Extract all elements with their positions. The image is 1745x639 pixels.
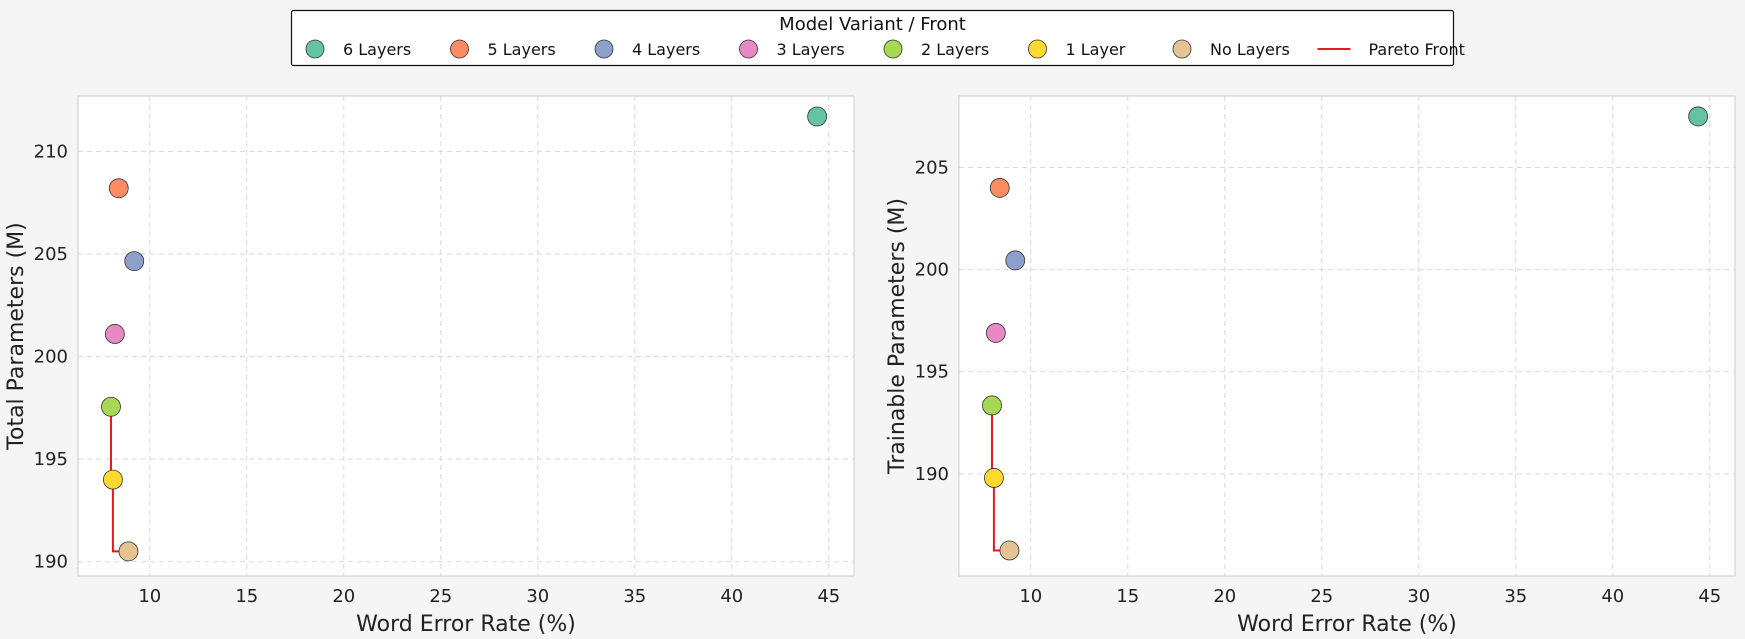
- x-tick-label: 45: [817, 586, 840, 607]
- legend-marker: [883, 39, 903, 59]
- scatter-point: [984, 468, 1004, 488]
- legend-items: 6 Layers 5 Layers 4 Layers 3 Layers 2 Layers…: [305, 39, 1465, 59]
- legend-title: Model Variant / Front: [779, 14, 966, 35]
- scatter-point: [982, 395, 1002, 416]
- x-tick-label: 10: [138, 586, 161, 607]
- y-tick-label: 190: [915, 464, 949, 485]
- legend-label: 1 Layer: [1066, 40, 1126, 59]
- legend-box: [290, 9, 1455, 67]
- y-tick-label: 195: [915, 362, 949, 383]
- trainable-params-panel: 10 15 20 25 30 35 40 45 190 195 200 205 Word Error R…: [885, 95, 1736, 637]
- plot-area: [959, 96, 1735, 576]
- legend-label: 6 Layers: [343, 40, 411, 59]
- scatter-point: [1005, 250, 1026, 271]
- legend-label: 5 Layers: [488, 40, 556, 59]
- legend-label: No Layers: [1210, 40, 1290, 59]
- x-axis-label: Word Error Rate (%): [1237, 612, 1457, 637]
- x-tick-label: 25: [1310, 586, 1333, 607]
- x-tick-label: 40: [1601, 586, 1624, 607]
- x-axis-label: Word Error Rate (%): [356, 612, 576, 637]
- y-tick-label: 195: [34, 449, 68, 470]
- scatter-point: [985, 323, 1006, 343]
- scatter-point: [103, 469, 123, 490]
- legend-marker: [450, 39, 469, 59]
- scatter-point: [1688, 106, 1709, 127]
- scatter-point: [124, 251, 145, 272]
- x-tick-label: 20: [332, 586, 355, 607]
- legend: Model Variant / Front 6 Layers 5 Layers 4 …: [290, 9, 1465, 67]
- plot-frame: [77, 95, 855, 577]
- legend-marker: [739, 39, 758, 59]
- x-tick-label: 45: [1698, 586, 1721, 607]
- x-tick-label: 40: [720, 586, 743, 607]
- plot-area: [78, 96, 854, 576]
- legend-marker: [594, 39, 614, 59]
- scatter-point: [807, 106, 828, 127]
- x-tick-label: 10: [1019, 586, 1042, 607]
- scatter-point: [108, 178, 129, 199]
- legend-label: 2 Layers: [921, 40, 989, 59]
- x-tick-label: 20: [1213, 586, 1236, 607]
- y-tick-label: 200: [915, 260, 949, 281]
- legend-marker: [305, 39, 325, 59]
- y-tick-label: 200: [34, 347, 68, 368]
- x-tick-label: 30: [1407, 586, 1430, 607]
- x-tick-label: 30: [526, 586, 549, 607]
- scatter-point: [104, 324, 125, 344]
- scatter-point: [118, 541, 139, 562]
- legend-pareto-label: Pareto Front: [1369, 40, 1465, 59]
- legend-label: 4 Layers: [632, 40, 700, 59]
- legend-marker: [1028, 39, 1047, 59]
- y-tick-label: 205: [915, 157, 949, 178]
- y-tick-label: 190: [34, 552, 68, 573]
- y-axis-label: Trainable Parameters (M): [885, 198, 910, 475]
- x-tick-label: 15: [235, 586, 258, 607]
- y-tick-label: 205: [34, 244, 68, 265]
- scatter-point: [989, 178, 1010, 198]
- x-tick-label: 15: [1116, 586, 1139, 607]
- x-tick-label: 35: [1504, 586, 1527, 607]
- legend-label: 3 Layers: [777, 40, 845, 59]
- scatter-point: [101, 396, 121, 417]
- y-axis-label: Total Parameters (M): [4, 222, 29, 450]
- plot-frame: [958, 95, 1736, 577]
- x-tick-label: 35: [623, 586, 646, 607]
- x-tick-label: 25: [429, 586, 452, 607]
- legend-marker: [1172, 39, 1192, 59]
- scatter-point: [999, 540, 1020, 561]
- y-tick-label: 210: [34, 141, 68, 162]
- total-params-panel: 10 15 20 25 30 35 40 45 190 195 200 205 210 Word Erro…: [4, 95, 855, 637]
